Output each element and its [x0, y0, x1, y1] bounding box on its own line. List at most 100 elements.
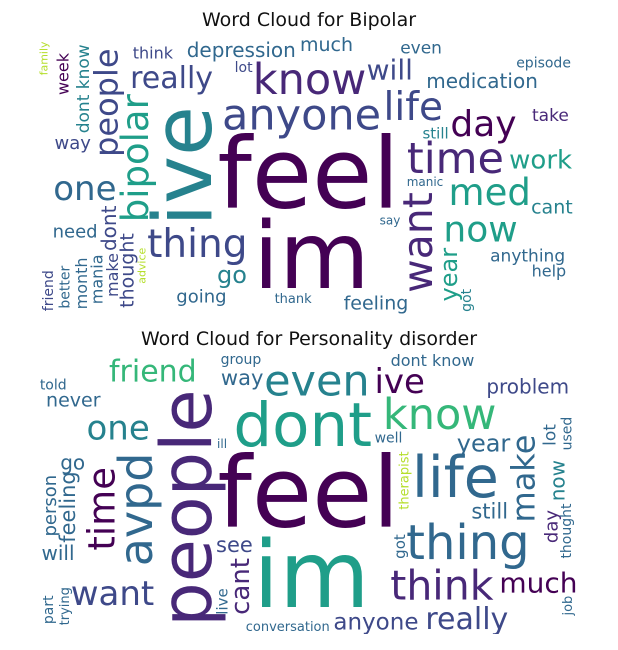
- cloud-word: friend: [109, 355, 197, 390]
- cloud-word: feeling: [344, 292, 409, 314]
- cloud-word: bipolar: [114, 93, 157, 222]
- cloud-word: make: [103, 253, 122, 297]
- cloud-word: still: [422, 125, 448, 143]
- cloud-word: really: [425, 602, 508, 634]
- panel-title: Word Cloud for Personality disorder: [140, 328, 478, 350]
- cloud-word: time: [80, 467, 123, 551]
- cloud-word: thing: [147, 222, 247, 267]
- cloud-word: thank: [275, 292, 313, 307]
- cloud-word: much: [300, 34, 353, 56]
- cloud-word: dont: [97, 205, 121, 251]
- cloud-word: way: [221, 366, 263, 390]
- cloud-word: conversation: [246, 620, 330, 634]
- cloud-word: people: [146, 389, 228, 626]
- cloud-word: will: [41, 541, 74, 565]
- panel-title: Word Cloud for Bipolar: [201, 9, 417, 31]
- cloud-word: going: [176, 286, 226, 307]
- cloud-word: anyone: [222, 90, 381, 140]
- cloud-word: one: [53, 169, 116, 209]
- cloud-word: anything: [490, 247, 565, 267]
- cloud-word: cant: [226, 558, 256, 615]
- cloud-word: say: [380, 213, 401, 227]
- cloud-word: life: [384, 85, 443, 130]
- cloud-word: avpd: [109, 452, 163, 566]
- cloud-word: medication: [426, 69, 538, 93]
- cloud-word: med: [449, 171, 531, 214]
- cloud-word: go: [217, 261, 247, 289]
- cloud-word: go: [60, 451, 85, 475]
- cloud-word: week: [54, 52, 73, 95]
- cloud-word: need: [53, 222, 98, 243]
- cloud-word: thought: [117, 233, 139, 308]
- personality-disorder-panel: Word Cloud for Personality disorder feel…: [0, 325, 618, 650]
- cloud-word: want: [71, 574, 155, 614]
- cloud-word: still: [471, 499, 508, 523]
- cloud-word: feeling: [56, 471, 80, 543]
- cloud-word: manic: [407, 175, 444, 189]
- cloud-word: im: [253, 521, 369, 629]
- cloud-word: want: [394, 192, 442, 293]
- cloud-word: problem: [486, 375, 569, 399]
- cloud-word: im: [253, 202, 369, 310]
- cloud-word: lot: [235, 60, 253, 76]
- cloud-word: make: [505, 435, 543, 523]
- cloud-word: now: [443, 210, 517, 251]
- cloud-word: never: [46, 390, 101, 412]
- cloud-word: mania: [88, 254, 107, 304]
- cloud-word: day: [541, 510, 562, 543]
- cloud-word: work: [509, 145, 572, 175]
- cloud-word: much: [499, 566, 577, 599]
- cloud-word: know: [253, 55, 367, 105]
- cloud-word: better: [57, 266, 73, 309]
- cloud-word: think: [390, 561, 493, 609]
- cloud-word: take: [532, 106, 569, 126]
- cloud-word: got: [391, 534, 409, 559]
- cloud-word: cant: [531, 197, 573, 219]
- cloud-word: part: [41, 595, 57, 624]
- cloud-word: way: [54, 133, 91, 154]
- cloud-word: got: [459, 288, 475, 311]
- cloud-word: advice: [136, 247, 149, 283]
- cloud-word: now: [546, 460, 570, 501]
- cloud-word: dont know: [391, 353, 475, 370]
- bipolar-panel: Word Cloud for Bipolar feel im ive anyone ti…: [38, 9, 579, 315]
- cloud-word: told: [40, 377, 67, 393]
- cloud-word: ive: [374, 362, 425, 402]
- cloud-word: feel: [217, 118, 399, 232]
- cloud-word: episode: [516, 56, 571, 72]
- cloud-word: day: [450, 104, 516, 145]
- cloud-word: month: [72, 257, 91, 309]
- cloud-word: think: [133, 44, 174, 63]
- cloud-word: year: [457, 429, 511, 457]
- cloud-word: know: [383, 390, 497, 440]
- cloud-word: people: [87, 48, 125, 156]
- cloud-word: person: [40, 475, 61, 537]
- cloud-word: live: [213, 588, 231, 614]
- cloud-word: lot: [540, 424, 560, 446]
- cloud-word: job: [561, 596, 576, 617]
- cloud-word: therapist: [398, 451, 413, 509]
- cloud-word: will: [367, 54, 413, 87]
- cloud-word: friend: [41, 270, 57, 311]
- cloud-word: even: [264, 356, 370, 406]
- cloud-word: ive: [137, 106, 231, 226]
- cloud-word: group: [221, 353, 262, 368]
- word-cloud-bipolar: feel im ive anyone time know want thing life med b…: [38, 34, 579, 315]
- cloud-word: dont know: [74, 44, 94, 133]
- word-cloud-personality-disorder: feel im people dont life thing avpd know even thi…: [38, 353, 579, 634]
- cloud-word: thought: [559, 503, 575, 559]
- cloud-word: see: [216, 533, 253, 557]
- cloud-word: ill: [217, 437, 227, 451]
- cloud-word: help: [532, 262, 567, 281]
- cloud-word: dont: [233, 390, 372, 461]
- cloud-word: well: [375, 431, 403, 447]
- cloud-word: anyone: [333, 609, 418, 634]
- cloud-word: year: [435, 248, 463, 302]
- cloud-word: feel: [217, 437, 399, 551]
- cloud-word: thing: [406, 515, 529, 571]
- cloud-word: depression: [187, 38, 296, 62]
- cloud-word: really: [130, 61, 213, 96]
- cloud-word: time: [407, 134, 504, 184]
- cloud-word: one: [86, 408, 149, 448]
